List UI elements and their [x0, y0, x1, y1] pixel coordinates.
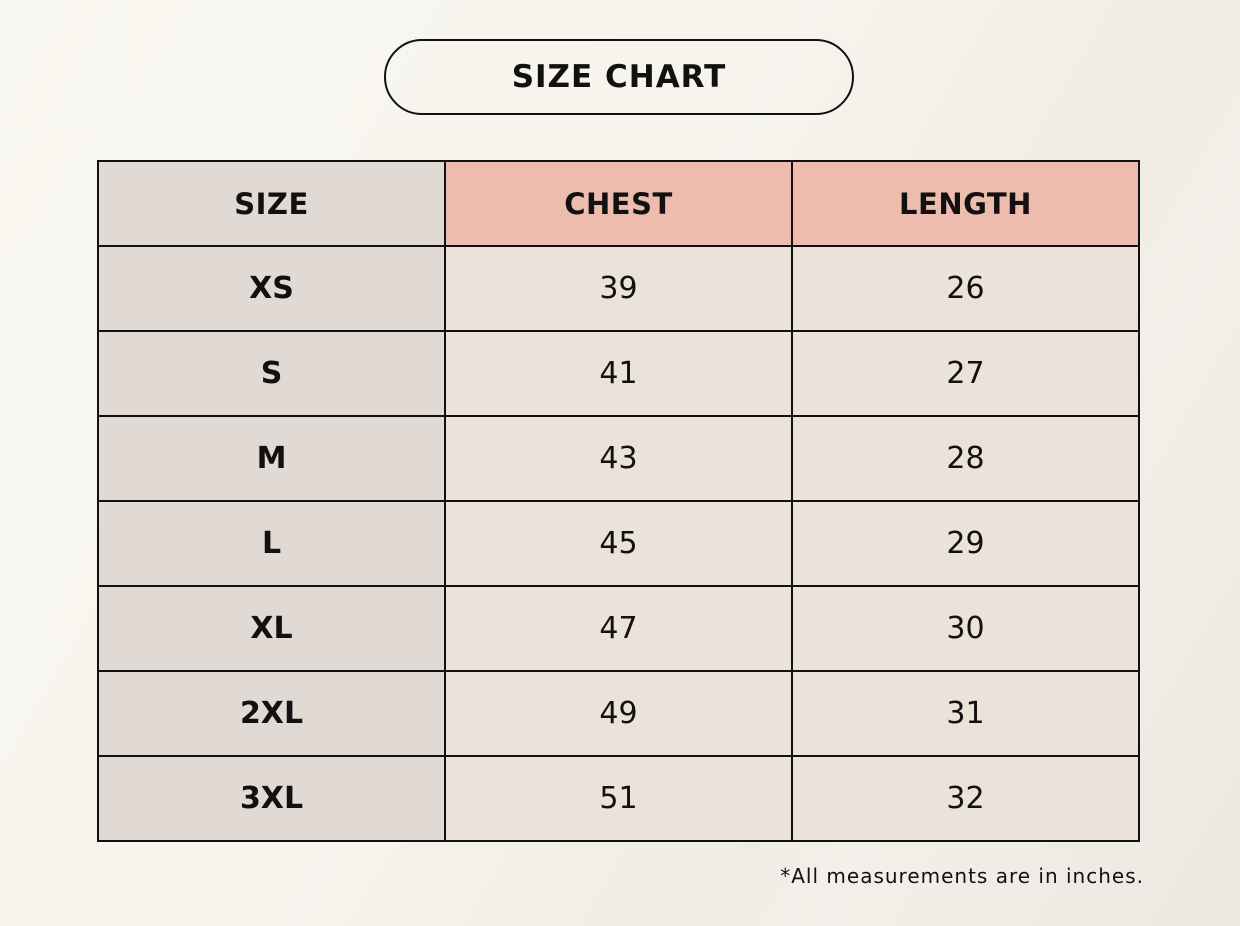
- size-cell: 3XL: [97, 755, 446, 842]
- size-cell: 2XL: [97, 670, 446, 757]
- length-cell: 26: [791, 245, 1140, 332]
- size-cell: XL: [97, 585, 446, 672]
- chest-cell: 43: [444, 415, 793, 502]
- header-size: SIZE: [97, 160, 446, 247]
- table-row: S 41 27: [97, 330, 1140, 417]
- size-cell: XS: [97, 245, 446, 332]
- table-row: 3XL 51 32: [97, 755, 1140, 842]
- chest-cell: 41: [444, 330, 793, 417]
- chest-cell: 49: [444, 670, 793, 757]
- header-length: LENGTH: [791, 160, 1140, 247]
- table-row: L 45 29: [97, 500, 1140, 587]
- page-title: SIZE CHART: [384, 39, 854, 115]
- length-cell: 29: [791, 500, 1140, 587]
- length-cell: 30: [791, 585, 1140, 672]
- table-row: M 43 28: [97, 415, 1140, 502]
- size-chart-table: SIZE CHEST LENGTH XS 39 26 S 41 27 M 43 28 L 45 29 X…: [97, 160, 1140, 842]
- table-row: XL 47 30: [97, 585, 1140, 672]
- chest-cell: 51: [444, 755, 793, 842]
- chest-cell: 39: [444, 245, 793, 332]
- length-cell: 28: [791, 415, 1140, 502]
- table-row: 2XL 49 31: [97, 670, 1140, 757]
- length-cell: 32: [791, 755, 1140, 842]
- length-cell: 27: [791, 330, 1140, 417]
- table-header-row: SIZE CHEST LENGTH: [97, 160, 1140, 247]
- length-cell: 31: [791, 670, 1140, 757]
- size-cell: L: [97, 500, 446, 587]
- size-cell: S: [97, 330, 446, 417]
- table-row: XS 39 26: [97, 245, 1140, 332]
- header-chest: CHEST: [444, 160, 793, 247]
- measurement-note: *All measurements are in inches.: [780, 864, 1144, 888]
- size-cell: M: [97, 415, 446, 502]
- chest-cell: 47: [444, 585, 793, 672]
- chest-cell: 45: [444, 500, 793, 587]
